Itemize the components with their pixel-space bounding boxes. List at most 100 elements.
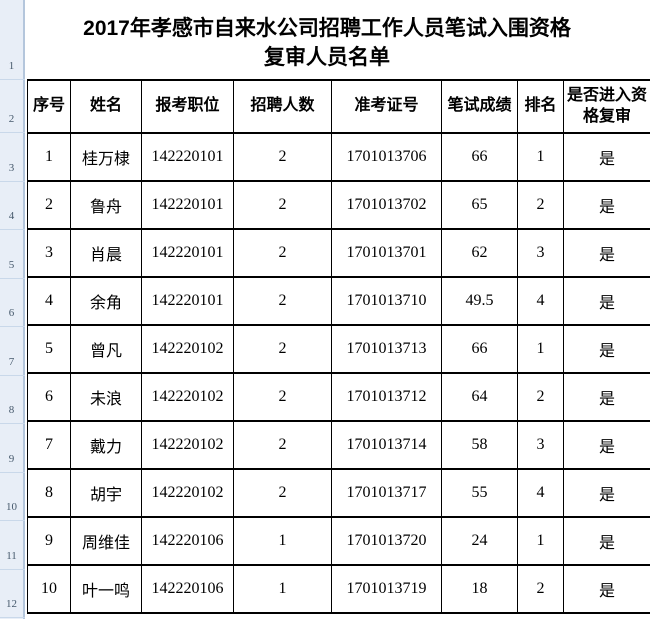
cell-no[interactable]: 5 — [27, 324, 71, 374]
cell-pass-review[interactable]: 是 — [563, 324, 650, 374]
cell-score[interactable]: 58 — [441, 420, 518, 470]
gutter-row-number[interactable]: 4 — [8, 210, 15, 222]
cell-position-code[interactable]: 142220101 — [141, 228, 234, 278]
gutter-row-number[interactable]: 2 — [8, 113, 15, 125]
cell-recruit-count[interactable]: 2 — [233, 468, 332, 518]
cell-score[interactable]: 66 — [441, 324, 518, 374]
gutter-row-number[interactable]: 6 — [8, 307, 15, 319]
cell-name[interactable]: 曾凡 — [70, 324, 142, 374]
cell-no[interactable]: 4 — [27, 276, 71, 326]
cell-ticket-no[interactable]: 1701013710 — [331, 276, 442, 326]
cell-name[interactable]: 未浪 — [70, 372, 142, 422]
column-header-recruit-count[interactable]: 招聘人数 — [233, 79, 332, 134]
gutter-row-number[interactable]: 1 — [8, 60, 15, 72]
cell-ticket-no[interactable]: 1701013702 — [331, 180, 442, 230]
cell-rank[interactable]: 1 — [517, 132, 564, 182]
gutter-row-number[interactable]: 5 — [8, 258, 15, 271]
cell-no[interactable]: 10 — [27, 564, 71, 614]
cell-rank[interactable]: 2 — [517, 372, 564, 422]
cell-rank[interactable]: 4 — [517, 468, 564, 518]
cell-name[interactable]: 桂万棣 — [70, 132, 142, 182]
cell-pass-review[interactable]: 是 — [563, 372, 650, 422]
cell-name[interactable]: 周维佳 — [70, 516, 142, 566]
cell-rank[interactable]: 4 — [517, 276, 564, 326]
cell-recruit-count[interactable]: 2 — [233, 228, 332, 278]
cell-ticket-no[interactable]: 1701013720 — [331, 516, 442, 566]
cell-recruit-count[interactable]: 2 — [233, 132, 332, 182]
cell-recruit-count[interactable]: 1 — [233, 564, 332, 614]
column-header-position-code[interactable]: 报考职位 — [141, 79, 234, 134]
cell-score[interactable]: 24 — [441, 516, 518, 566]
cell-score[interactable]: 62 — [441, 228, 518, 278]
cell-ticket-no[interactable]: 1701013706 — [331, 132, 442, 182]
cell-pass-review[interactable]: 是 — [563, 132, 650, 182]
column-header-score[interactable]: 笔试成绩 — [441, 79, 518, 134]
cell-position-code[interactable]: 142220101 — [141, 276, 234, 326]
cell-no[interactable]: 7 — [27, 420, 71, 470]
cell-ticket-no[interactable]: 1701013701 — [331, 228, 442, 278]
cell-position-code[interactable]: 142220102 — [141, 420, 234, 470]
cell-no[interactable]: 9 — [27, 516, 71, 566]
cell-ticket-no[interactable]: 1701013714 — [331, 420, 442, 470]
cell-position-code[interactable]: 142220101 — [141, 180, 234, 230]
column-header-pass-review[interactable]: 是否进入资格复审 — [563, 79, 650, 134]
cell-pass-review[interactable]: 是 — [563, 228, 650, 278]
gutter-row-number[interactable]: 3 — [8, 161, 15, 174]
gutter-row-number[interactable]: 7 — [8, 355, 15, 368]
cell-no[interactable]: 6 — [27, 372, 71, 422]
cell-pass-review[interactable]: 是 — [563, 180, 650, 230]
cell-pass-review[interactable]: 是 — [563, 420, 650, 470]
cell-score[interactable]: 55 — [441, 468, 518, 518]
cell-ticket-no[interactable]: 1701013713 — [331, 324, 442, 374]
cell-position-code[interactable]: 142220101 — [141, 132, 234, 182]
column-header-ticket-no[interactable]: 准考证号 — [331, 79, 442, 134]
cell-rank[interactable]: 3 — [517, 228, 564, 278]
cell-name[interactable]: 叶一鸣 — [70, 564, 142, 614]
cell-score[interactable]: 64 — [441, 372, 518, 422]
cell-name[interactable]: 余角 — [70, 276, 142, 326]
cell-score[interactable]: 65 — [441, 180, 518, 230]
column-header-no[interactable]: 序号 — [27, 79, 71, 134]
gutter-row-number[interactable]: 10 — [6, 501, 17, 513]
cell-position-code[interactable]: 142220102 — [141, 324, 234, 374]
cell-score[interactable]: 49.5 — [441, 276, 518, 326]
cell-no[interactable]: 2 — [27, 180, 71, 230]
cell-name[interactable]: 鲁舟 — [70, 180, 142, 230]
cell-ticket-no[interactable]: 1701013717 — [331, 468, 442, 518]
cell-rank[interactable]: 1 — [517, 516, 564, 566]
cell-rank[interactable]: 1 — [517, 324, 564, 374]
cell-no[interactable]: 1 — [27, 132, 71, 182]
cell-score[interactable]: 66 — [441, 132, 518, 182]
cell-position-code[interactable]: 142220106 — [141, 564, 234, 614]
cell-pass-review[interactable]: 是 — [563, 564, 650, 614]
cell-name[interactable]: 肖晨 — [70, 228, 142, 278]
cell-ticket-no[interactable]: 1701013712 — [331, 372, 442, 422]
cell-pass-review[interactable]: 是 — [563, 468, 650, 518]
cell-recruit-count[interactable]: 2 — [233, 180, 332, 230]
cell-no[interactable]: 3 — [27, 228, 71, 278]
cell-recruit-count[interactable]: 2 — [233, 324, 332, 374]
column-header-name[interactable]: 姓名 — [70, 79, 142, 134]
cell-rank[interactable]: 2 — [517, 180, 564, 230]
cell-ticket-no[interactable]: 1701013719 — [331, 564, 442, 614]
cell-score[interactable]: 18 — [441, 564, 518, 614]
gutter-row-number[interactable]: 9 — [8, 452, 15, 465]
gutter-row-number[interactable]: 12 — [6, 598, 17, 610]
cell-recruit-count[interactable]: 2 — [233, 420, 332, 470]
cell-pass-review[interactable]: 是 — [563, 276, 650, 326]
cell-position-code[interactable]: 142220102 — [141, 372, 234, 422]
cell-position-code[interactable]: 142220106 — [141, 516, 234, 566]
gutter-row-number[interactable]: 8 — [8, 404, 15, 416]
cell-pass-review[interactable]: 是 — [563, 516, 650, 566]
gutter-row-number[interactable]: 11 — [6, 549, 17, 562]
cell-rank[interactable]: 3 — [517, 420, 564, 470]
cell-name[interactable]: 戴力 — [70, 420, 142, 470]
cell-name[interactable]: 胡宇 — [70, 468, 142, 518]
cell-recruit-count[interactable]: 2 — [233, 276, 332, 326]
cell-recruit-count[interactable]: 1 — [233, 516, 332, 566]
cell-no[interactable]: 8 — [27, 468, 71, 518]
cell-rank[interactable]: 2 — [517, 564, 564, 614]
cell-position-code[interactable]: 142220102 — [141, 468, 234, 518]
column-header-rank[interactable]: 排名 — [517, 79, 564, 134]
cell-recruit-count[interactable]: 2 — [233, 372, 332, 422]
